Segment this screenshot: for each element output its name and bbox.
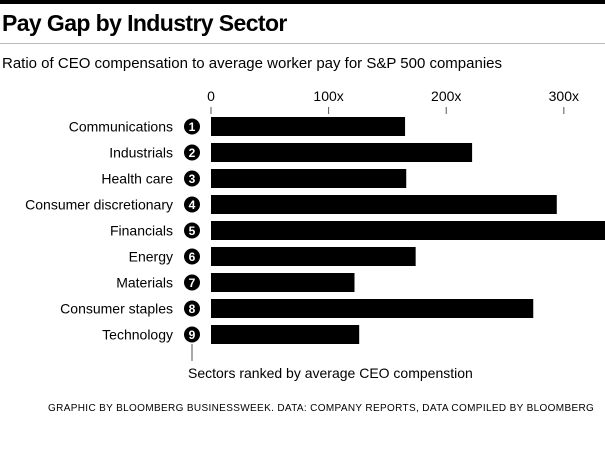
rank-badge <box>184 144 200 161</box>
rank-number: 3 <box>189 172 196 186</box>
bar <box>211 247 416 266</box>
page-title: Pay Gap by Industry Sector <box>2 10 287 36</box>
x-tick-label: 0 <box>207 88 215 104</box>
category-label: Industrials <box>109 145 173 161</box>
bar <box>211 117 406 136</box>
rank-badge <box>184 170 200 187</box>
category-label: Financials <box>110 223 173 239</box>
rank-badge <box>184 196 200 213</box>
category-label: Energy <box>129 249 173 265</box>
rank-number: 6 <box>189 250 196 264</box>
rank-badge <box>184 300 200 317</box>
x-tick-label: 200x <box>431 88 461 104</box>
rank-badge <box>184 248 200 265</box>
title-divider <box>0 43 605 44</box>
bar <box>211 221 605 240</box>
x-tick-label: 100x <box>313 88 343 104</box>
bar <box>211 325 360 344</box>
rank-number: 8 <box>189 302 196 316</box>
source-credit: GRAPHIC BY BLOOMBERG BUSINESSWEEK. DATA:… <box>48 403 595 414</box>
rank-badge <box>184 326 200 343</box>
top-rule <box>0 0 605 4</box>
bar-chart: 0 100x 200x 300x Communications 1 Industrials 2… <box>25 88 605 381</box>
bar <box>211 195 557 214</box>
rank-badge <box>184 118 200 135</box>
rank-badge <box>184 222 200 239</box>
rank-badge <box>184 274 200 291</box>
rank-number: 1 <box>189 120 196 134</box>
bar <box>211 169 407 188</box>
category-label: Consumer discretionary <box>25 197 173 213</box>
category-label: Materials <box>116 275 173 291</box>
rank-number: 5 <box>189 224 196 238</box>
category-label: Communications <box>69 119 173 135</box>
bar <box>211 273 355 292</box>
chart-subtitle: Ratio of CEO compensation to average wor… <box>2 55 502 72</box>
bar <box>211 299 534 318</box>
rank-number: 4 <box>189 198 196 212</box>
rank-number: 7 <box>189 276 196 290</box>
category-label: Health care <box>101 171 173 187</box>
x-tick-label: 300x <box>549 88 579 104</box>
bar <box>211 143 473 162</box>
rank-number: 9 <box>189 328 196 342</box>
category-label: Technology <box>102 327 173 343</box>
category-label: Consumer staples <box>60 301 173 317</box>
rank-number: 2 <box>189 146 196 160</box>
rank-note: Sectors ranked by average CEO compenstio… <box>188 365 473 381</box>
